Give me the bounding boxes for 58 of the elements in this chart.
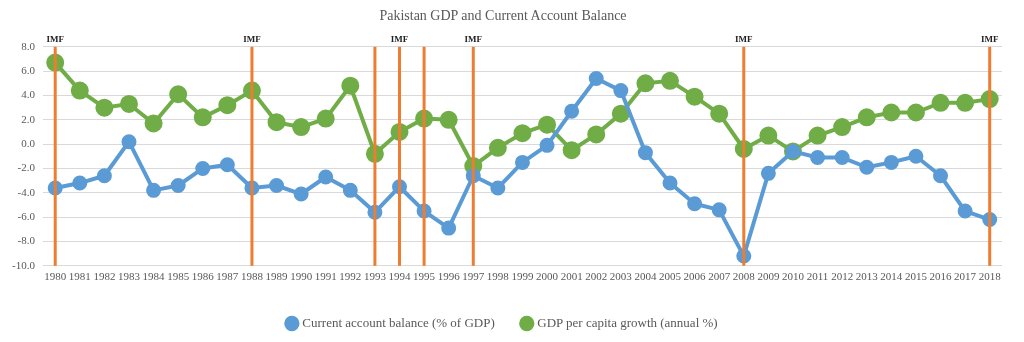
x-tick-label: 1993 — [363, 270, 387, 283]
y-tick-label: -10.0 — [11, 258, 36, 271]
x-tick-label: 2015 — [904, 270, 928, 283]
y-tick-label: 0.0 — [21, 137, 36, 150]
x-tick-label: 1997 — [462, 270, 485, 283]
y-tick-label: 4.0 — [21, 88, 36, 101]
x-tick-label: 2000 — [536, 270, 559, 283]
x-tick-label: 1991 — [314, 270, 337, 283]
y-tick-label: -4.0 — [17, 185, 36, 198]
x-tick-label: 1987 — [216, 270, 239, 283]
x-tick-label: 2008 — [732, 270, 756, 283]
x-tick-label: 1994 — [388, 270, 411, 283]
x-tick-label: 1983 — [117, 270, 141, 283]
x-tick-label: 2010 — [781, 270, 805, 283]
x-tick-label: 2013 — [855, 270, 879, 283]
x-tick-label: 1995 — [413, 270, 436, 283]
x-tick-label: 1986 — [191, 270, 215, 283]
x-tick-label: 2018 — [978, 270, 1002, 283]
x-tick-label: 2012 — [831, 270, 854, 283]
ref-line-label: IMF — [243, 33, 262, 44]
x-tick-label: 1980 — [44, 270, 67, 283]
x-tick-label: 1988 — [240, 270, 264, 283]
x-tick-label: 1985 — [167, 270, 190, 283]
x-tick-label: 1992 — [339, 270, 362, 283]
x-tick-label: 1998 — [486, 270, 510, 283]
x-tick-label: 2011 — [806, 270, 829, 283]
ref-line-label: IMF — [464, 33, 483, 44]
chart-title: Pakistan GDP and Current Account Balance — [379, 8, 627, 24]
y-tick-label: -2.0 — [17, 161, 36, 174]
y-tick-label: 8.0 — [21, 39, 36, 52]
x-tick-label: 2003 — [609, 270, 633, 283]
x-tick-label: 2005 — [659, 270, 682, 283]
x-tick-label: 2001 — [560, 270, 583, 283]
legend-label: Current account balance (% of GDP) — [302, 314, 495, 330]
legend-label: GDP per capita growth (annual %) — [537, 314, 718, 330]
ref-line-label: IMF — [735, 33, 754, 44]
ref-line-label: IMF — [390, 33, 409, 44]
x-tick-label: 1990 — [290, 270, 313, 283]
ref-line-label: IMF — [46, 33, 65, 44]
x-tick-label: 2007 — [708, 270, 731, 283]
x-tick-label: 2004 — [634, 270, 657, 283]
y-tick-label: 2.0 — [21, 112, 36, 125]
x-tick-label: 1981 — [68, 270, 91, 283]
x-tick-label: 1999 — [511, 270, 534, 283]
x-tick-label: 2009 — [757, 270, 780, 283]
x-tick-label: 2014 — [880, 270, 903, 283]
x-tick-label: 2016 — [929, 270, 953, 283]
y-tick-label: 6.0 — [21, 64, 36, 77]
y-tick-label: -8.0 — [17, 234, 36, 247]
x-tick-label: 2006 — [683, 270, 707, 283]
y-tick-label: -6.0 — [17, 210, 36, 223]
x-tick-label: 2002 — [585, 270, 608, 283]
x-tick-label: 1996 — [437, 270, 461, 283]
x-tick-label: 2017 — [954, 270, 977, 283]
x-tick-label: 1989 — [265, 270, 289, 283]
ref-line-label: IMF — [980, 33, 999, 44]
x-tick-label: 1984 — [142, 270, 166, 283]
x-tick-label: 1982 — [93, 270, 116, 283]
